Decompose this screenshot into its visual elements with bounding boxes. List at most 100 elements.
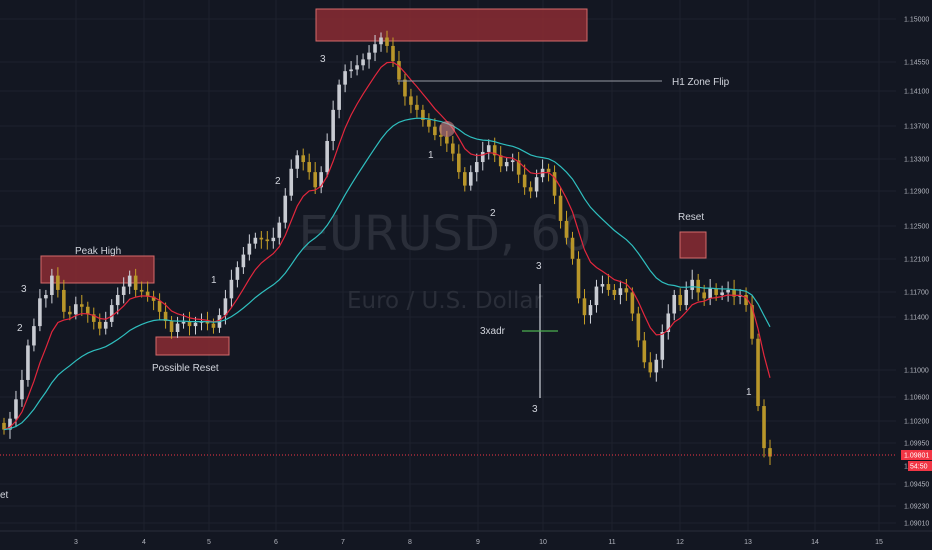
candle-body	[630, 292, 635, 314]
candle-body	[115, 294, 120, 306]
price-tick-label: 1.11400	[904, 315, 929, 322]
candle-body	[14, 399, 18, 419]
candle-body	[325, 141, 329, 173]
candle-body	[558, 195, 563, 221]
wave-label: 1	[211, 275, 217, 286]
wave-label: 2	[490, 208, 496, 219]
candle-body	[32, 326, 36, 346]
candle-body	[403, 79, 407, 97]
candle-body	[768, 448, 772, 457]
current-price-value: 1.09801	[904, 453, 929, 460]
possible-reset-label: Possible Reset	[152, 363, 219, 374]
price-tick-label: 1.09950	[904, 441, 929, 448]
candle-body	[79, 304, 84, 307]
candle-body	[552, 172, 557, 196]
candle-body	[97, 321, 102, 329]
candle-body	[654, 359, 659, 373]
candle-body	[504, 162, 509, 167]
candle-body	[56, 275, 60, 290]
wave-label: 3	[21, 284, 27, 295]
candle-body	[588, 305, 593, 316]
candle-body	[343, 71, 347, 85]
price-row-prefix: 1	[904, 464, 908, 471]
candle-body	[462, 172, 467, 186]
candle-body	[145, 291, 150, 297]
candle-body	[157, 300, 162, 312]
candle-body	[109, 305, 114, 322]
candle-body	[678, 294, 683, 306]
xadr-label: 3xadr	[480, 326, 506, 337]
time-tick-label: 15	[875, 539, 883, 546]
candle-body	[457, 153, 461, 173]
price-tick-label: 1.10600	[904, 395, 929, 402]
candle-body	[732, 289, 736, 297]
candle-body	[672, 294, 677, 314]
candle-body	[445, 136, 449, 144]
watermark-symbol: EURUSD, 60	[299, 206, 592, 262]
candle-body	[319, 172, 323, 188]
price-axis[interactable]: 1.15000 1.14550 1.14100 1.13700 1.13300 1.129…	[904, 17, 929, 528]
wave-label: 1	[428, 150, 434, 161]
candle-body	[421, 109, 425, 120]
candle-body	[750, 305, 754, 339]
time-tick-label: 7	[341, 539, 345, 546]
candle-body	[409, 96, 413, 105]
zones-layer	[40, 8, 707, 356]
candle-body	[205, 321, 210, 324]
candle-body	[8, 418, 12, 430]
price-tick-label: 1.12500	[904, 224, 929, 231]
candle-body	[702, 292, 706, 299]
candle-body	[91, 314, 96, 322]
time-tick-label: 12	[676, 539, 684, 546]
h1-zone-flip-label: H1 Zone Flip	[672, 77, 730, 88]
candle-body	[397, 61, 401, 80]
candle-body	[289, 168, 294, 196]
candle-body	[62, 289, 66, 312]
candle-body	[474, 162, 479, 173]
candle-body	[762, 406, 766, 449]
time-tick-label: 11	[608, 539, 615, 546]
candle-body	[522, 174, 527, 188]
candle-body	[636, 313, 641, 341]
candle-body	[708, 288, 712, 299]
candle-body	[193, 322, 198, 327]
price-tick-label: 1.11000	[904, 368, 929, 375]
candle-body	[277, 222, 282, 238]
candle-body	[648, 362, 653, 373]
candle-body	[433, 126, 437, 136]
retest-marker	[439, 121, 455, 137]
price-tick-label: 1.15000	[904, 17, 929, 24]
candle-body	[337, 84, 341, 110]
candle-body	[103, 321, 108, 329]
candle-body	[26, 345, 30, 380]
candles-layer	[2, 30, 772, 465]
candle-body	[74, 304, 78, 315]
price-tick-label: 1.12900	[904, 189, 929, 196]
current-price-badge	[901, 450, 932, 460]
price-tick-label: 1.13700	[904, 124, 929, 131]
candle-body	[546, 168, 551, 173]
candle-body	[666, 313, 671, 333]
candle-body	[684, 289, 689, 306]
time-tick-label: 10	[539, 539, 547, 546]
candle-body	[175, 323, 180, 333]
candle-body	[373, 44, 377, 53]
candle-body	[241, 254, 246, 268]
candle-body	[169, 321, 174, 333]
wave-label: 2	[17, 323, 23, 334]
countdown-badge	[908, 461, 932, 471]
zone-box	[315, 8, 588, 42]
candle-body	[211, 323, 216, 328]
candle-body	[235, 267, 240, 280]
time-tick-label: 14	[811, 539, 819, 546]
candle-body	[68, 311, 72, 315]
candle-body	[606, 284, 611, 290]
candle-body	[714, 288, 718, 295]
candle-body	[187, 321, 192, 327]
ema-fast-line	[3, 61, 771, 431]
candle-body	[223, 298, 228, 316]
candle-body	[127, 275, 132, 287]
time-axis[interactable]: 3 4 5 6 7 8 9 10 11 12 13 14 15	[74, 539, 883, 546]
candle-body	[415, 104, 419, 110]
